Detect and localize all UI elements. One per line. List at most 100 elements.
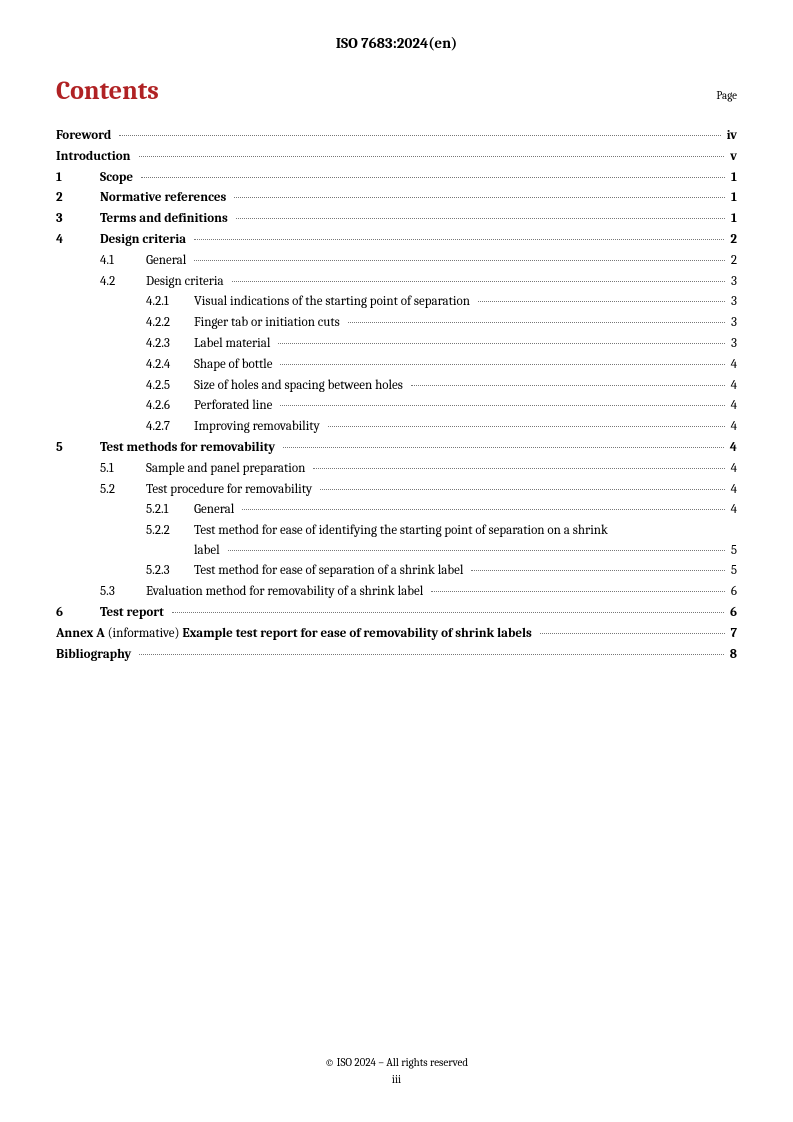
toc-entry-page: 3 [729,313,737,334]
toc-entry[interactable]: 2Normative references 1 [56,188,737,209]
toc-entry-title: Normative references [100,188,230,209]
toc-entry[interactable]: 4.2.2Finger tab or initiation cuts3 [56,313,737,334]
toc-entry[interactable]: 6Test report6 [56,603,737,624]
toc-entry-page: 4 [729,396,737,417]
toc-leader [278,343,725,344]
toc-entry-title: Introduction [56,147,135,168]
toc-entry-title: Evaluation method for removability of a … [146,582,427,603]
toc-entry-title: Shape of bottle [194,355,276,376]
toc-entry[interactable]: 4.2.1Visual indications of the starting … [56,292,737,313]
toc-entry[interactable]: 4Design criteria 2 [56,230,737,251]
toc-leader [280,364,724,365]
toc-entry-number: 5.2.1 [146,500,194,521]
toc-entry-title: Test method for ease of separation of a … [194,561,467,582]
toc-entry-title: Size of holes and spacing between holes [194,376,407,397]
toc-leader [478,301,725,302]
toc-entry-title: Sample and panel preparation [146,459,309,480]
toc-entry-title: Bibliography [56,645,135,666]
toc-entry-number: 4 [56,230,100,251]
toc-entry[interactable]: Forewordiv [56,126,737,147]
toc-entry[interactable]: 4.1General2 [56,251,737,272]
toc-entry[interactable]: 5.2Test procedure for removability 4 [56,480,737,501]
toc-entry-title: General [194,500,238,521]
toc-entry[interactable]: 5.3Evaluation method for removability of… [56,582,737,603]
toc-leader [234,197,725,198]
toc-entry-page: 1 [729,188,737,209]
toc-entry-title: Test report [100,603,168,624]
toc-leader [236,218,725,219]
toc-entry-title: Design criteria [100,230,190,251]
toc-leader [320,489,724,490]
toc-entry-page: 4 [729,376,737,397]
toc-entry-number: 3 [56,209,100,230]
page-number: iii [0,1073,793,1086]
toc-entry-title: Foreword [56,126,115,147]
toc-entry[interactable]: 5Test methods for removability 4 [56,438,737,459]
toc-leader [348,322,725,323]
toc-entry[interactable]: 4.2.7Improving removability4 [56,417,737,438]
toc-entry-number: 4.2 [100,272,146,293]
toc-entry-title: Finger tab or initiation cuts [194,313,344,334]
toc-entry-title: Test procedure for removability [146,480,316,501]
toc-entry-page: 3 [729,272,737,293]
toc-entry-page: 5 [729,541,737,562]
toc-leader [411,385,725,386]
toc-entry-number: 4.2.6 [146,396,194,417]
toc-entry-page: 7 [729,624,737,645]
toc-entry[interactable]: 4.2.5Size of holes and spacing between h… [56,376,737,397]
toc-entry-page: 4 [729,480,737,501]
toc-leader [232,281,725,282]
toc-entry[interactable]: 3Terms and definitions1 [56,209,737,230]
toc-entry-page: 6 [728,603,737,624]
page-footer: © ISO 2024 – All rights reserved iii [0,1056,793,1086]
toc-entry-title: Test method for ease of identifying the … [194,521,737,541]
toc-entry-title: Design criteria [146,272,228,293]
toc-leader [242,509,724,510]
toc-entry-page: 8 [728,645,737,666]
toc-entry-number: 4.2.1 [146,292,194,313]
toc-entry[interactable]: Introductionv [56,147,737,168]
toc-entry[interactable]: 4.2.4Shape of bottle4 [56,355,737,376]
toc-leader [540,633,725,634]
toc-entry-page: 4 [729,417,737,438]
toc-leader [328,426,725,427]
toc-entry-number: 5 [56,438,100,459]
toc-entry[interactable]: Bibliography 8 [56,645,737,666]
toc-leader [471,570,724,571]
toc-entry-page: 5 [729,561,737,582]
toc-entry-title: Perforated line [194,396,276,417]
document-id: ISO 7683:2024(en) [56,34,737,52]
toc-leader [139,654,723,655]
copyright-line: © ISO 2024 – All rights reserved [0,1056,793,1069]
toc-entry-title: Annex A (informative) Example test repor… [56,624,536,645]
toc-leader [228,550,725,551]
toc-leader [431,591,725,592]
toc-entry-title: Test methods for removability [100,438,279,459]
toc-entry[interactable]: Annex A (informative) Example test repor… [56,624,737,645]
toc-entry-page: 4 [729,500,737,521]
toc-leader [141,177,725,178]
toc-entry[interactable]: 5.1Sample and panel preparation4 [56,459,737,480]
toc-entry-page: 2 [729,251,737,272]
toc-entry-page: 2 [728,230,737,251]
toc-entry[interactable]: 4.2.6Perforated line 4 [56,396,737,417]
toc-entry-page: 4 [728,438,737,459]
toc-entry[interactable]: 5.2.3Test method for ease of separation … [56,561,737,582]
toc-entry[interactable]: 5.2.1General 4 [56,500,737,521]
toc-entry-number: 5.2 [100,480,146,501]
toc-entry-number: 1 [56,168,100,189]
toc-entry-page: 3 [729,334,737,355]
toc-leader [194,239,724,240]
toc-entry-title: Visual indications of the starting point… [194,292,474,313]
toc-entry-number: 2 [56,188,100,209]
toc-entry-number: 4.2.7 [146,417,194,438]
toc-entry-page: 3 [729,292,737,313]
toc-entry[interactable]: 1Scope1 [56,168,737,189]
toc-entry-number: 4.2.3 [146,334,194,355]
toc-entry-number: 4.1 [100,251,146,272]
toc-entry[interactable]: 5.2.2Test method for ease of identifying… [56,521,737,541]
toc-entry-number: 5.1 [100,459,146,480]
toc-entry[interactable]: 4.2Design criteria 3 [56,272,737,293]
toc-entry[interactable]: 4.2.3Label material3 [56,334,737,355]
toc-entry-continuation[interactable]: label5 [56,541,737,562]
